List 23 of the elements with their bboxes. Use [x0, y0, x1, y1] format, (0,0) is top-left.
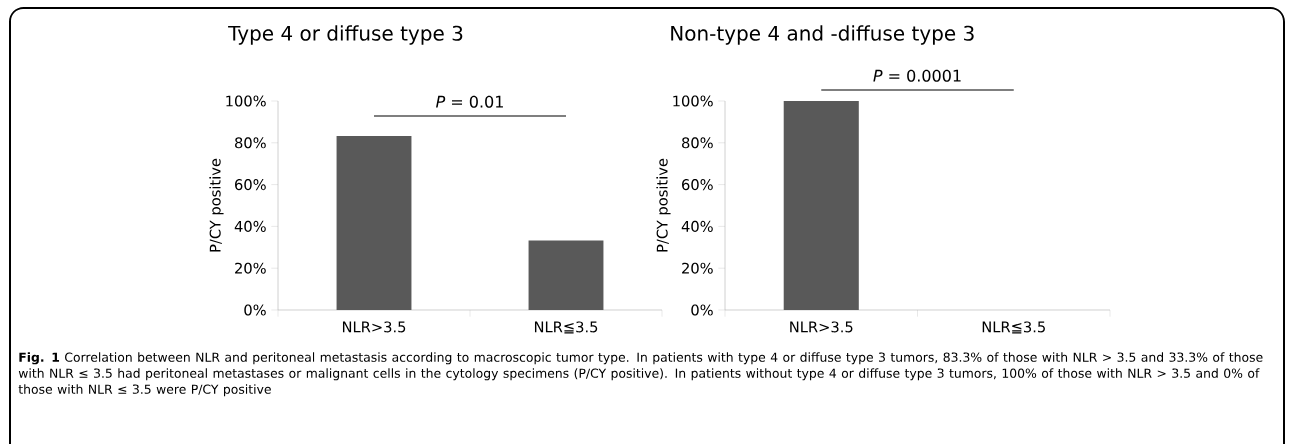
- y-tick-label: 0%: [244, 304, 266, 316]
- y-tick-label: 60%: [682, 179, 713, 191]
- y-tick-label: 80%: [682, 137, 713, 149]
- annotation: P = 0.01: [436, 95, 503, 108]
- text: Fig. 1 Correlation between NLR and peritoneal metastasis according to macroscopic tumor type. In patients with type 4 or diffuse type 3 tumors, 83.3% of those with NLR > 3.5 and 33.3% of those with NLR ≤ 3.5 had peritoneal metastases or malignant cells in the cytology specimens (P/CY positive). In patients without type 4 or diffuse type 3 tumors, 100% of those with NLR > 3.5 and 0% of those with NLR ≤ 3.5 were P/CY positive: [18, 352, 1263, 397]
- y-axis-title: P/CY positive: [209, 158, 224, 252]
- y-tick-label: 100%: [673, 95, 713, 107]
- y-tick-label: 20%: [235, 262, 266, 274]
- x-tick-label: NLR>3.5: [790, 321, 853, 333]
- y-tick-label: 40%: [681, 220, 713, 232]
- y-tick-label: 80%: [235, 137, 266, 149]
- y-tick-label: 40%: [234, 220, 266, 232]
- chart-title: Type 4 or diffuse type 3: [228, 25, 463, 45]
- chart-title: Non-type 4 and -diffuse type 3: [671, 25, 974, 45]
- text: P = 0.0001: [873, 69, 961, 82]
- y-axis-title: P/CY positive: [656, 158, 671, 252]
- y-tick-label: 20%: [682, 262, 713, 274]
- x-tick-label: NLR>3.5: [342, 321, 406, 333]
- x-tick-label: NLR≦3.5: [534, 321, 598, 334]
- y-tick-label: 100%: [226, 95, 266, 107]
- x-tick-label: NLR≦3.5: [982, 321, 1045, 334]
- y-tick-label: 0%: [691, 304, 713, 316]
- y-tick-label: 60%: [235, 179, 266, 191]
